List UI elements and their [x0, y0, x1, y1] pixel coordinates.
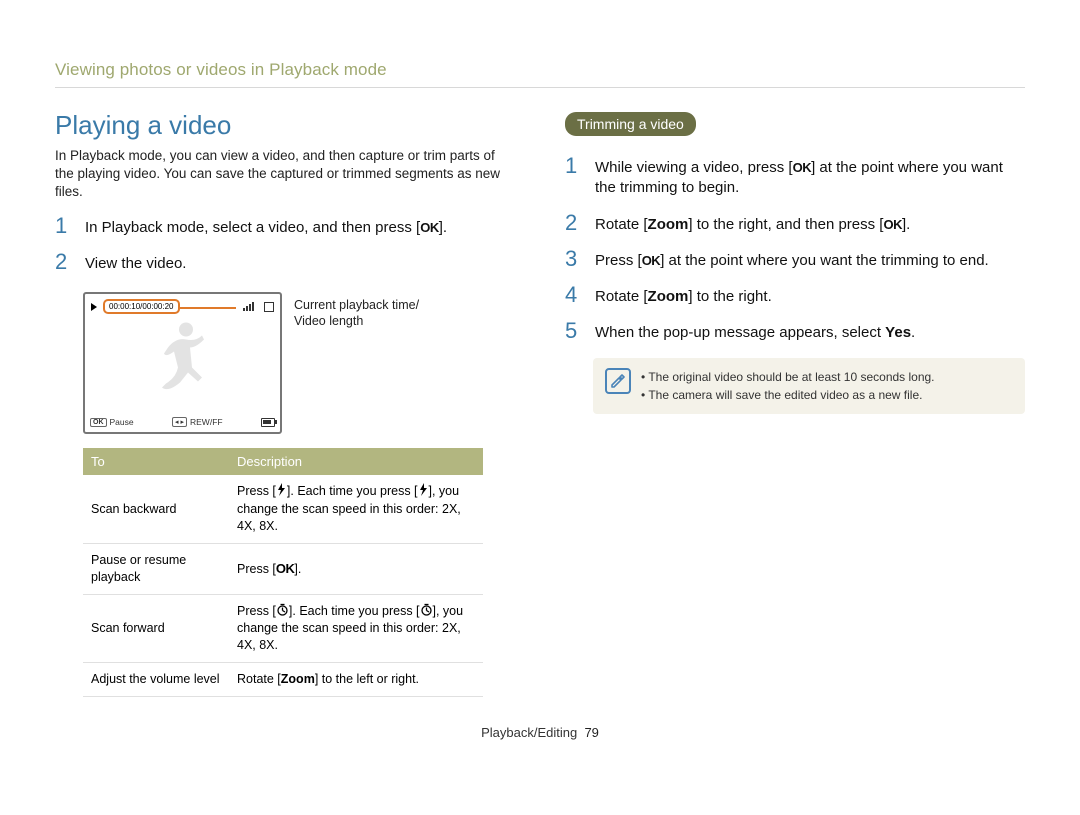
step-text: In Playback mode, select a video, and th…: [85, 215, 447, 238]
step: 2 Rotate [Zoom] to the right, and then pr…: [565, 212, 1025, 235]
step: 1 In Playback mode, select a video, and …: [55, 215, 515, 238]
video-screen: 00:00:10/00:00:20: [83, 292, 282, 434]
note-text: The original video should be at least 10…: [641, 368, 935, 404]
ok-icon: OK: [883, 216, 902, 234]
timer-icon: [276, 603, 289, 621]
step-text: When the pop-up message appears, select …: [595, 320, 915, 343]
diagram-callout: Current playback time/ Video length: [294, 292, 419, 434]
step: 1 While viewing a video, press [OK] at th…: [565, 155, 1025, 199]
step-number: 1: [55, 215, 75, 237]
step-number: 1: [565, 155, 585, 177]
left-right-icon: ◂ ▸: [172, 417, 187, 427]
step-text: While viewing a video, press [OK] at the…: [595, 155, 1025, 199]
flash-left-icon: [276, 483, 287, 501]
step-text: Rotate [Zoom] to the right, and then pre…: [595, 212, 910, 235]
table-row: Scan forward Press []. Each time you pre…: [83, 594, 483, 663]
step-text: Press [OK] at the point where you want t…: [595, 248, 989, 271]
step: 3 Press [OK] at the point where you want …: [565, 248, 1025, 271]
step-number: 3: [565, 248, 585, 270]
page-footer: Playback/Editing 79: [55, 725, 1025, 740]
section-heading: Playing a video: [55, 110, 515, 141]
video-figure: [85, 316, 280, 414]
rewff-label: REW/FF: [190, 417, 223, 427]
ok-icon: OK: [793, 159, 812, 177]
step-number: 2: [55, 251, 75, 273]
right-column: Trimming a video 1 While viewing a video,…: [565, 110, 1025, 697]
note-box: The original video should be at least 10…: [593, 358, 1025, 414]
video-diagram: 00:00:10/00:00:20: [83, 292, 515, 434]
step-text: Rotate [Zoom] to the right.: [595, 284, 772, 307]
ok-icon: OK: [420, 219, 439, 237]
step: 5 When the pop-up message appears, select…: [565, 320, 1025, 343]
left-column: Playing a video In Playback mode, you ca…: [55, 110, 515, 697]
bold-text: Zoom: [648, 216, 689, 233]
time-badge: 00:00:10/00:00:20: [103, 299, 180, 314]
table-row: Pause or resume playback Press [OK].: [83, 543, 483, 594]
mute-icon: [264, 302, 274, 312]
step-number: 5: [565, 320, 585, 342]
timer-icon: [420, 603, 433, 621]
step-number: 4: [565, 284, 585, 306]
volume-bars-icon: [243, 302, 258, 311]
controls-table: To Description Scan backward Press []. E…: [83, 448, 483, 697]
bold-text: Zoom: [648, 288, 689, 305]
table-row: Adjust the volume level Rotate [Zoom] to…: [83, 663, 483, 697]
step: 4 Rotate [Zoom] to the right.: [565, 284, 1025, 307]
pause-label: Pause: [110, 417, 134, 427]
step-text: View the video.: [85, 251, 186, 274]
battery-icon: [261, 418, 275, 427]
breadcrumb: Viewing photos or videos in Playback mod…: [55, 60, 1025, 88]
step-number: 2: [565, 212, 585, 234]
table-row: Scan backward Press []. Each time you pr…: [83, 475, 483, 543]
note-icon: [605, 368, 631, 394]
right-steps: 1 While viewing a video, press [OK] at th…: [565, 155, 1025, 344]
table-header: To: [83, 448, 229, 475]
flash-left-icon: [418, 483, 429, 501]
bold-text: Yes: [885, 324, 911, 341]
ok-icon: OK: [642, 252, 661, 270]
table-header: Description: [229, 448, 483, 475]
play-icon: [91, 303, 97, 311]
left-steps: 1 In Playback mode, select a video, and …: [55, 215, 515, 275]
intro-text: In Playback mode, you can view a video, …: [55, 147, 515, 202]
ok-icon: OK: [90, 418, 107, 427]
ok-icon: OK: [276, 560, 295, 578]
subsection-pill: Trimming a video: [565, 112, 696, 136]
step: 2 View the video.: [55, 251, 515, 274]
